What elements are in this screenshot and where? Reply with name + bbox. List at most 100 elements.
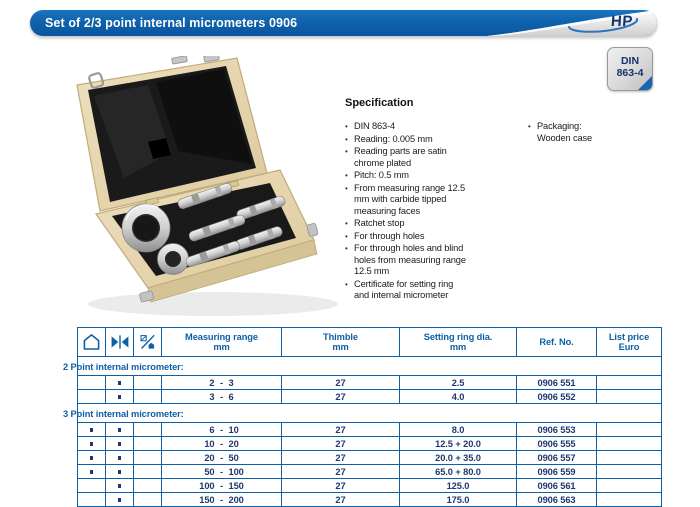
measuring-range-value: 6-10 [169,425,275,435]
spec-item: • For through holes [345,231,469,243]
packaging-label: Packaging: [537,121,582,131]
range-from: 20 [204,452,215,463]
blind-hole-cell [77,436,106,451]
table-row: 6-10 27 8.0 0906 553 [77,422,662,437]
setting-ring-cell: 4.0 [399,389,517,404]
spec-item: • DIN 863-4 [345,121,469,133]
spec-item-text: Certificate for setting ring and interna… [354,278,454,301]
blind-hole-cell [77,389,106,404]
ref-no-cell: 0906 557 [516,450,597,465]
list-price-cell [596,422,662,437]
bullet-icon: • [345,244,348,253]
packaging-item: • Packaging: Wooden case [528,121,628,144]
range-from: 150 [199,494,215,505]
column-unit: mm [449,342,467,352]
range-from: 3 [209,391,215,402]
spec-item: • Reading: 0.005 mm [345,134,469,146]
hp-logo-arc [568,18,639,33]
spec-list: • DIN 863-4 • Reading: 0.005 mm • Reading par… [345,121,469,302]
ref-no-cell: 0906 553 [516,422,597,437]
tolerance-icon [133,327,162,357]
ref-no-cell: 0906 552 [516,389,597,404]
thimble-cell: 27 [281,389,400,404]
product-table: Measuring range mm Thimble mm Setting ring d… [63,327,662,507]
range-to: 50 [228,452,239,463]
row-dot-marker [89,428,94,432]
row-dot-marker [117,428,122,432]
through-hole-icon [105,327,134,357]
range-to: 10 [228,424,239,435]
range-separator: - [220,494,223,505]
thimble-cell: 27 [281,464,400,479]
setting-ring-cell: 65.0 + 80.0 [399,464,517,479]
thimble-cell: 27 [281,450,400,465]
table-row: 100-150 27 125.0 0906 561 [77,478,662,493]
ref-no-cell: 0906 563 [516,492,597,507]
tolerance-cell [133,492,162,507]
title-bar: HP Set of 2/3 point internal micrometers… [30,10,657,36]
column-label: Ref. No. [539,336,574,347]
setting-ring-cell: 20.0 + 35.0 [399,450,517,465]
setting-ring-cell: 12.5 + 20.0 [399,436,517,451]
column-header: Setting ring dia. mm [399,327,517,357]
measuring-range-cell: 3-6 [161,389,282,404]
row-dot-marker [89,456,94,460]
hp-logo: HP [610,13,634,30]
packaging-section: • Packaging: Wooden case [528,121,638,145]
page-title: Set of 2/3 point internal micrometers 09… [45,16,298,30]
section-title-cell: 2 Point internal micrometer: [63,356,662,376]
bullet-icon: • [345,183,348,193]
thimble-cell: 27 [281,422,400,437]
list-price-cell [596,375,662,390]
list-price-cell [596,450,662,465]
measuring-range-cell: 10-20 [161,436,282,451]
bullet-icon: • [345,219,348,228]
range-separator: - [220,466,223,477]
table-row: 3-6 27 4.0 0906 552 [77,389,662,404]
column-header: Thimble mm [281,327,400,357]
row-dot-marker [117,395,122,399]
blind-hole-cell [77,422,106,437]
column-label: Measuring range [185,331,258,342]
through-hole-cell [105,492,134,507]
micrometers [177,183,286,267]
through-hole-cell [105,436,134,451]
spec-item-text: For through holes [354,230,425,241]
list-price-cell [596,492,662,507]
row-dot-marker [117,498,122,502]
thimble-cell: 27 [281,492,400,507]
row-dot-marker [117,470,122,474]
table-wrap: Measuring range mm Thimble mm Setting ring d… [63,327,662,507]
through-hole-cell [105,464,134,479]
through-hole-cell [105,478,134,493]
din-badge-line1: DIN [620,55,640,67]
blind-hole-cell [77,464,106,479]
range-from: 50 [204,466,215,477]
tolerance-cell [133,436,162,451]
tolerance-cell [133,464,162,479]
row-dot-marker [117,456,122,460]
case-lid [76,56,268,212]
spec-item-text: From measuring range 12.5 mm with carbid… [354,182,465,216]
section-row: 3 Point internal micrometer: [63,403,662,423]
bullet-icon: • [345,147,348,156]
setting-ring-cell: 2.5 [399,375,517,390]
bullet-icon: • [345,134,348,144]
range-to: 6 [228,391,234,402]
table-row: 150-200 27 175.0 0906 563 [77,492,662,507]
din-badge-corner [638,76,652,90]
through-hole-cell [105,389,134,404]
row-dot-marker [117,442,122,446]
din-badge: DIN 863-4 [607,47,653,91]
measuring-range-value: 100-150 [169,481,275,491]
range-separator: - [220,377,223,388]
table-body: 2 Point internal micrometer: 2-3 27 2.5 0906… [63,356,662,507]
range-from: 6 [209,424,215,435]
bullet-icon: • [345,279,348,289]
spec-item-text: For through holes and blind holes from m… [354,243,466,276]
blind-hole-cell [77,375,106,390]
packaging-value: Wooden case [537,132,593,143]
setting-ring-cell: 175.0 [399,492,517,507]
bullet-icon: • [345,231,348,241]
measuring-range-value: 20-50 [169,453,275,463]
